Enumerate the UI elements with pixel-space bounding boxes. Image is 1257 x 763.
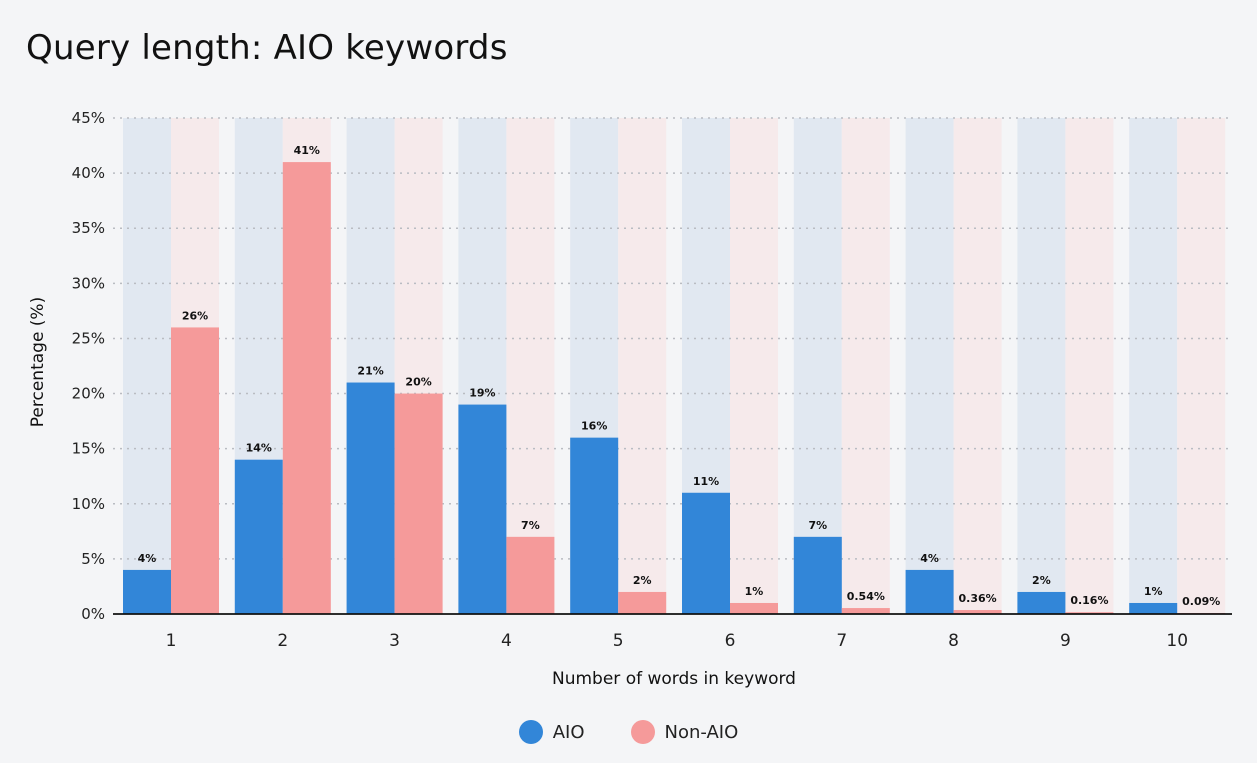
- value-label: 7%: [808, 519, 827, 532]
- value-label: 20%: [405, 376, 431, 389]
- bar-aio: [1129, 602, 1178, 614]
- column-background: [1065, 118, 1114, 614]
- column-background: [618, 118, 667, 614]
- value-label: 0.09%: [1182, 595, 1220, 608]
- column-background: [953, 118, 1002, 614]
- value-label: 21%: [357, 365, 383, 378]
- y-tick-label: 20%: [72, 385, 105, 403]
- value-label: 16%: [581, 420, 607, 433]
- value-label: 14%: [246, 442, 272, 455]
- value-label: 1%: [745, 585, 764, 598]
- bar-non-aio: [841, 608, 890, 614]
- bar-aio: [793, 536, 842, 614]
- x-tick-label: 6: [725, 631, 736, 651]
- x-tick-label: 3: [389, 631, 400, 651]
- legend-label-aio: AIO: [552, 721, 585, 743]
- y-tick-label: 35%: [72, 219, 105, 237]
- bar-non-aio: [282, 162, 331, 615]
- column-background: [905, 118, 954, 614]
- x-tick-label: 8: [948, 631, 959, 651]
- column-background: [841, 118, 890, 614]
- legend-item-non-aio: Non-AIO: [630, 720, 739, 744]
- bar-non-aio: [394, 393, 443, 614]
- value-label: 2%: [1032, 574, 1051, 587]
- column-background: [123, 118, 171, 614]
- bar-non-aio: [171, 327, 219, 614]
- y-tick-label: 30%: [72, 274, 105, 292]
- bar-aio: [570, 437, 619, 614]
- value-label: 19%: [469, 387, 495, 400]
- value-label: 4%: [920, 552, 939, 565]
- y-tick-label: 0%: [81, 605, 105, 623]
- bar-aio: [682, 492, 730, 614]
- bar-non-aio: [618, 591, 667, 614]
- column-background: [793, 118, 842, 614]
- value-label: 0.54%: [847, 590, 885, 603]
- value-label: 11%: [693, 475, 719, 488]
- y-tick-label: 5%: [81, 550, 105, 568]
- bar-non-aio: [506, 536, 555, 614]
- value-label: 26%: [182, 309, 208, 322]
- x-tick-label: 9: [1060, 631, 1071, 651]
- chart-title: Query length: AIO keywords: [26, 28, 508, 68]
- bar-aio: [234, 459, 283, 614]
- value-label: 0.16%: [1070, 594, 1108, 607]
- bar-non-aio: [730, 602, 778, 614]
- x-tick-label: 7: [836, 631, 847, 651]
- bar-aio: [905, 569, 954, 614]
- x-tick-label: 10: [1166, 631, 1188, 651]
- bar-aio: [1017, 591, 1066, 614]
- column-background: [1177, 118, 1226, 614]
- column-background: [1129, 118, 1178, 614]
- column-background: [506, 118, 555, 614]
- value-labels: 4% 26% 14% 41% 21% 20% 19% 7% 16% 2% 11% 1% 7% 0.54% 4…: [138, 144, 1221, 608]
- y-axis-title: Percentage (%): [28, 297, 48, 427]
- x-axis-title: Number of words in keyword: [552, 669, 796, 689]
- legend-item-aio: AIO: [518, 720, 585, 744]
- y-tick-label: 10%: [72, 495, 105, 513]
- bar-aio: [346, 382, 395, 614]
- value-label: 4%: [138, 552, 157, 565]
- y-tick-label: 25%: [72, 329, 105, 347]
- axes: 0% 5% 10% 15% 20% 25% 30% 35% 40% 45% 1 2 3 4 5 6 7 8 9 10: [72, 109, 1232, 651]
- value-label: 0.36%: [959, 592, 997, 605]
- bars: [123, 162, 1226, 615]
- legend: AIO Non-AIO: [0, 720, 1257, 744]
- x-tick-label: 5: [613, 631, 624, 651]
- column-background: [1017, 118, 1066, 614]
- value-label: 7%: [521, 519, 540, 532]
- gridlines: [113, 117, 1232, 560]
- y-tick-label: 40%: [72, 164, 105, 182]
- bar-chart: 4%26%14%41%21%20%19%7%16%2%11%1%7%0.54%4…: [28, 109, 1232, 689]
- y-tick-label: 15%: [72, 440, 105, 458]
- x-tick-label: 2: [277, 631, 288, 651]
- value-label: 1%: [1144, 585, 1163, 598]
- legend-label-non-aio: Non-AIO: [664, 721, 739, 743]
- x-tick-label: 1: [166, 631, 177, 651]
- y-tick-label: 45%: [72, 109, 105, 127]
- legend-swatch-non-aio: [630, 720, 655, 744]
- legend-swatch-aio: [518, 720, 543, 744]
- column-background: [730, 118, 778, 614]
- bar-non-aio: [953, 610, 1002, 614]
- value-label: 2%: [633, 574, 652, 587]
- x-tick-label: 4: [501, 631, 512, 651]
- value-label: 41%: [294, 144, 320, 157]
- bar-aio: [123, 569, 171, 614]
- bar-aio: [458, 404, 507, 614]
